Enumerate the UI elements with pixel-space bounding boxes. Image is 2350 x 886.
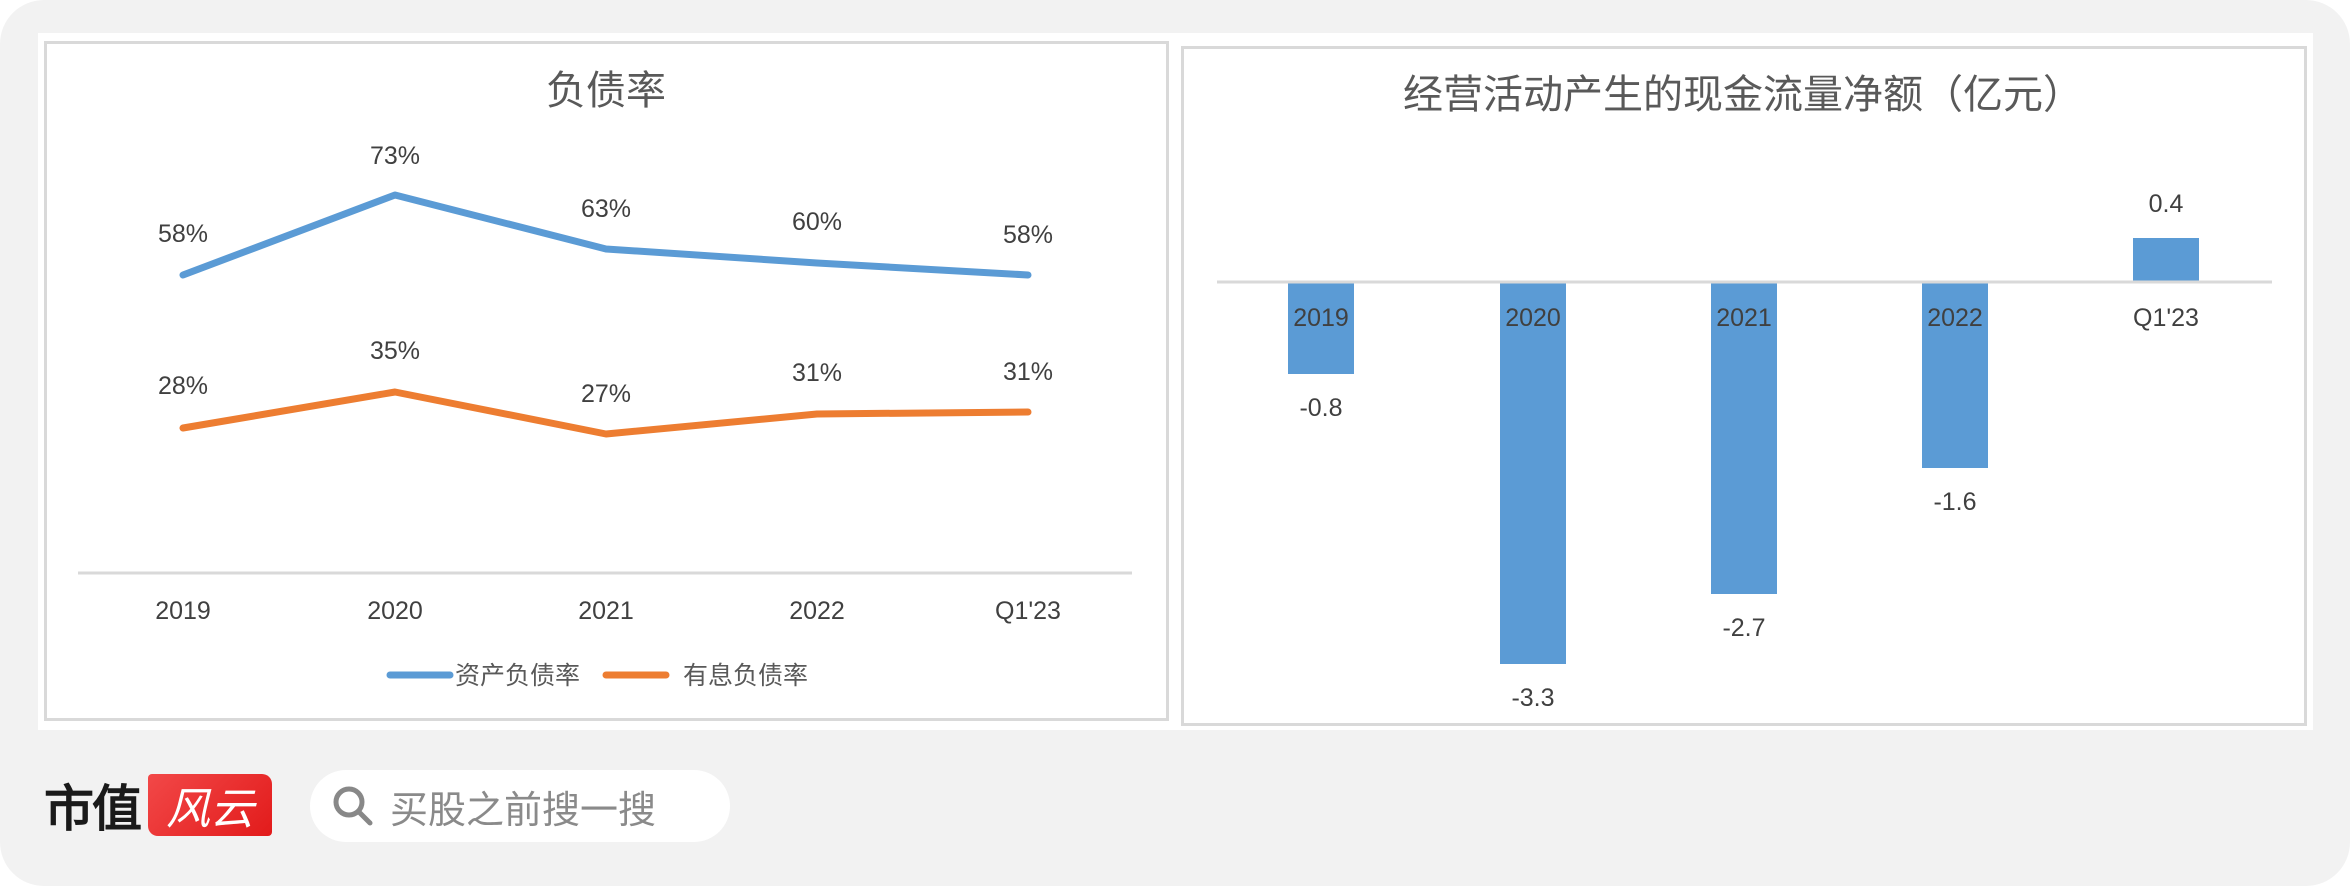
legend-label-interest-bearing: 有息负债率: [683, 661, 808, 690]
data-label: 27%: [581, 380, 631, 408]
debt-ratio-title: 负债率: [546, 68, 666, 114]
legend-label-asset-liability: 资产负债率: [455, 661, 580, 690]
data-label: -1.6: [1933, 488, 1976, 516]
data-label: 63%: [581, 195, 631, 223]
bar-2022: [1922, 282, 1988, 468]
data-label: 58%: [158, 220, 208, 248]
x-tick-label: 2019: [155, 597, 211, 625]
x-tick-label: 2020: [1505, 304, 1561, 332]
bar-2019: [1288, 282, 1354, 374]
x-tick-label: 2020: [367, 597, 423, 625]
asset-liability-line: [179, 191, 1032, 279]
x-tick-label: Q1'23: [995, 597, 1061, 625]
search-box[interactable]: 买股之前搜一搜: [310, 770, 730, 842]
data-label: -2.7: [1722, 614, 1765, 642]
logo-text: 市值: [44, 779, 142, 838]
data-label: 0.4: [2149, 190, 2184, 218]
x-tick-label: 2021: [1716, 304, 1772, 332]
legend: 资产负债率 有息负债率: [386, 661, 808, 690]
cashflow-x-labels: 2019 2020 2021 2022 Q1'23: [1293, 304, 2199, 332]
bar-q1-23: [2133, 238, 2199, 282]
data-label: 60%: [792, 208, 842, 236]
x-tick-label: 2021: [578, 597, 634, 625]
x-axis-labels: 2019 2020 2021 2022 Q1'23: [155, 597, 1061, 625]
bar-2021: [1711, 282, 1777, 594]
x-tick-label: 2019: [1293, 304, 1349, 332]
data-label: 31%: [1003, 358, 1053, 386]
bar-2020: [1500, 282, 1566, 664]
brand-logo[interactable]: 市值 风云: [44, 773, 272, 838]
debt-ratio-panel: [44, 41, 1169, 721]
x-tick-label: Q1'23: [2133, 304, 2199, 332]
cashflow-bars: [1288, 238, 2199, 664]
data-label: -0.8: [1299, 394, 1342, 422]
search-icon: [333, 786, 373, 826]
data-label: 58%: [1003, 221, 1053, 249]
x-tick-label: 2022: [789, 597, 845, 625]
cashflow-data-labels: -0.8 -3.3 -2.7 -1.6 0.4: [1299, 190, 2183, 712]
search-placeholder: 买股之前搜一搜: [390, 787, 657, 832]
data-label: -3.3: [1511, 684, 1554, 712]
logo-badge: 风云: [148, 774, 272, 836]
data-label: 31%: [792, 359, 842, 387]
asset-liability-labels: 58% 73% 63% 60% 58%: [158, 142, 1053, 249]
data-label: 35%: [370, 337, 420, 365]
cashflow-title: 经营活动产生的现金流量净额（亿元）: [1403, 72, 2083, 118]
interest-bearing-debt-labels: 28% 35% 27% 31% 31%: [158, 337, 1053, 408]
data-label: 73%: [370, 142, 420, 170]
interest-bearing-debt-line: [179, 388, 1032, 438]
x-tick-label: 2022: [1927, 304, 1983, 332]
data-label: 28%: [158, 372, 208, 400]
